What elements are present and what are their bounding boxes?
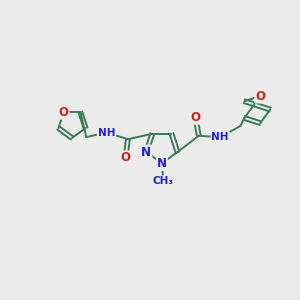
Text: N: N: [157, 157, 167, 170]
Text: NH: NH: [212, 132, 229, 142]
Text: O: O: [58, 106, 69, 119]
Text: N: N: [141, 146, 151, 159]
Text: O: O: [121, 152, 130, 164]
Text: O: O: [190, 111, 200, 124]
Text: O: O: [255, 89, 265, 103]
Text: CH₃: CH₃: [153, 176, 174, 186]
Text: NH: NH: [98, 128, 115, 138]
